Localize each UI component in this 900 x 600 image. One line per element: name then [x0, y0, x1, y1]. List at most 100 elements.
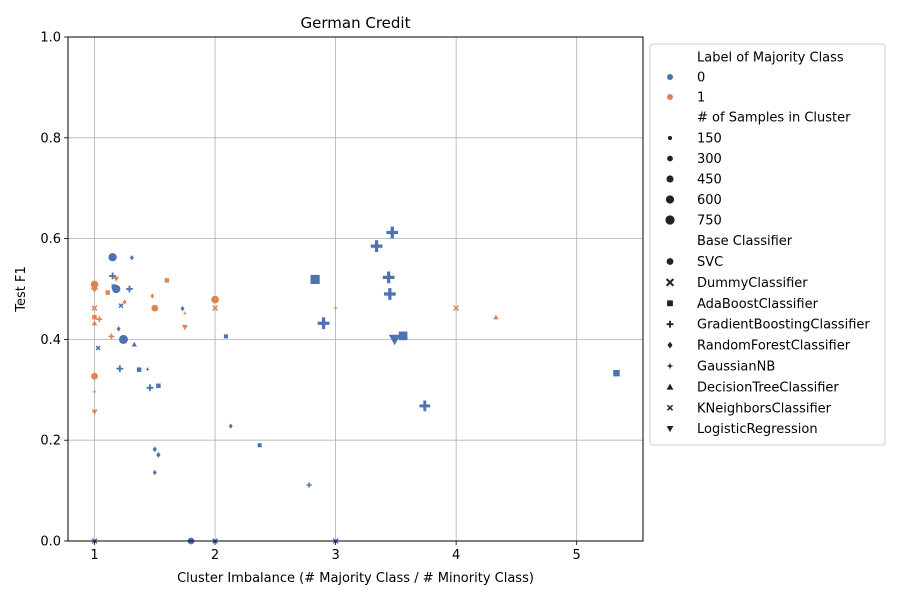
legend-style-marker: [666, 425, 674, 433]
legend-style-marker: [665, 278, 675, 287]
data-point: [150, 293, 155, 299]
legend-style-label: GradientBoostingClassifier: [697, 318, 870, 333]
legend-size-label: 150: [697, 132, 722, 147]
data-point: [317, 317, 330, 330]
chart-title: German Credit: [301, 14, 411, 32]
grid: [68, 36, 643, 542]
data-point: [453, 305, 460, 312]
legend-style-marker: [666, 320, 674, 328]
y-axis-label: Test F1: [14, 266, 29, 312]
data-point: [116, 326, 121, 332]
data-point: [370, 240, 383, 253]
data-point: [211, 295, 219, 304]
legend-size-title: # of Samples in Cluster: [697, 111, 851, 126]
legend-style-marker: [666, 362, 674, 370]
data-point: [306, 482, 312, 488]
data-point: [118, 303, 124, 309]
data-point: [91, 305, 98, 312]
legend-style-marker: [667, 341, 673, 349]
data-point: [118, 334, 128, 344]
legend-size-label: 600: [697, 193, 722, 208]
data-point: [136, 367, 142, 372]
legend-style-marker: [666, 258, 674, 265]
legend-hue-marker: [667, 94, 673, 100]
legend-size-marker: [665, 195, 675, 204]
data-point: [92, 314, 97, 320]
data-point: [91, 287, 98, 293]
legend-style-marker: [666, 383, 674, 390]
legend-size-label: 300: [697, 152, 722, 167]
x-axis-ticks: 1 2 3 4 5: [90, 541, 581, 563]
x-tick-label: 5: [573, 548, 581, 563]
legend-size-label: 750: [697, 214, 722, 229]
x-tick-label: 3: [331, 548, 339, 563]
y-tick-label: 0.0: [40, 535, 61, 550]
data-point: [131, 341, 137, 347]
legend-style-label: DummyClassifier: [697, 276, 808, 291]
data-point: [156, 383, 161, 389]
x-axis-label: Cluster Imbalance (# Majority Class / # …: [177, 571, 534, 586]
legend-style-label: AdaBoostClassifier: [697, 297, 819, 312]
data-point: [182, 310, 188, 316]
legend-style-marker: [666, 404, 674, 411]
data-point: [383, 288, 396, 300]
data-point: [228, 423, 233, 429]
x-tick-label: 4: [452, 548, 460, 563]
data-point: [388, 334, 401, 346]
data-point: [126, 285, 133, 293]
data-point: [223, 334, 228, 339]
data-point: [180, 306, 185, 312]
x-tick-label: 2: [211, 548, 219, 563]
x-tick-label: 1: [90, 548, 98, 563]
legend-hue-label: 0: [697, 71, 705, 86]
plot-frame: [67, 36, 644, 542]
legend-hue-marker: [667, 74, 673, 80]
data-point: [152, 469, 157, 476]
data-point: [105, 290, 111, 295]
legend-size-marker: [667, 135, 673, 141]
data-point: [310, 274, 320, 284]
data-point: [129, 255, 134, 261]
data-point: [398, 331, 408, 341]
legend-hue-title: Label of Majority Class: [697, 51, 844, 66]
data-point: [419, 400, 431, 412]
legend-style-label: KNeighborsClassifier: [697, 401, 832, 416]
data-point: [108, 253, 117, 262]
data-point: [493, 314, 499, 320]
data-point: [92, 389, 97, 395]
y-tick-label: 0.4: [40, 333, 61, 348]
data-point: [164, 278, 170, 283]
data-point: [181, 324, 188, 331]
data-point: [111, 284, 117, 289]
legend-style-label: LogisticRegression: [697, 422, 818, 437]
y-axis-ticks: 0.0 0.2 0.4 0.6 0.8 1.0: [40, 31, 68, 550]
legend-size-label: 450: [697, 173, 722, 188]
data-point: [91, 409, 98, 415]
data-point: [152, 446, 157, 453]
y-tick-label: 1.0: [40, 31, 61, 46]
data-point: [257, 443, 262, 448]
data-point: [109, 272, 116, 280]
data-point: [122, 299, 127, 305]
y-tick-label: 0.8: [40, 131, 61, 146]
legend-style-marker: [667, 300, 673, 307]
data-point: [96, 316, 103, 323]
data-point: [386, 226, 399, 239]
data-point: [212, 305, 218, 312]
data-point: [156, 451, 161, 458]
legend-hue-label: 1: [697, 91, 705, 106]
legend-size-marker: [665, 215, 675, 225]
legend-style-label: GaussianNB: [697, 360, 775, 375]
data-point: [146, 384, 154, 392]
data-point: [151, 304, 159, 312]
legend-size-marker: [667, 155, 673, 162]
data-point: [145, 366, 150, 372]
data-point: [91, 372, 98, 380]
data-point: [116, 365, 124, 373]
data-point: [333, 305, 339, 311]
legend: Label of Majority Class 0 1 # of Samples in…: [649, 43, 886, 446]
data-point: [91, 320, 98, 326]
legend-box: [649, 43, 886, 446]
legend-size-marker: [666, 175, 674, 183]
